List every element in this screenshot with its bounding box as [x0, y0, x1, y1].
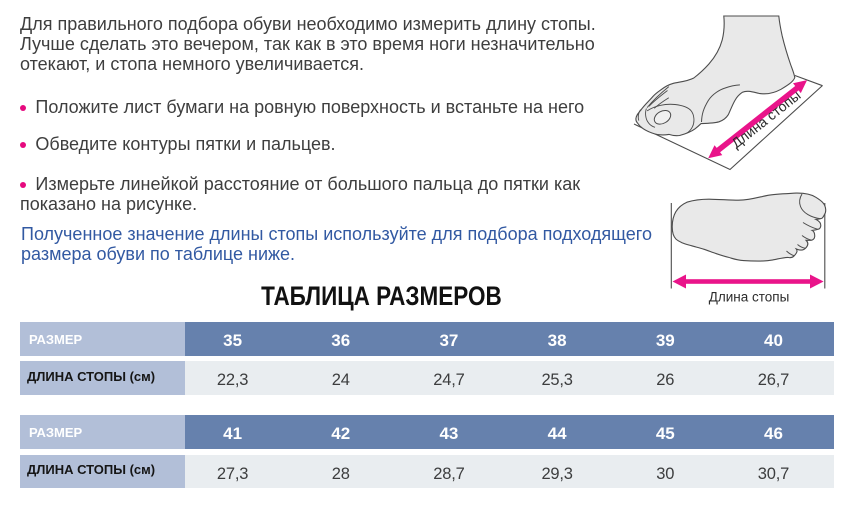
- svg-text:Длина стопы: Длина стопы: [709, 290, 790, 305]
- svg-text:Длина стопы: Длина стопы: [728, 87, 803, 151]
